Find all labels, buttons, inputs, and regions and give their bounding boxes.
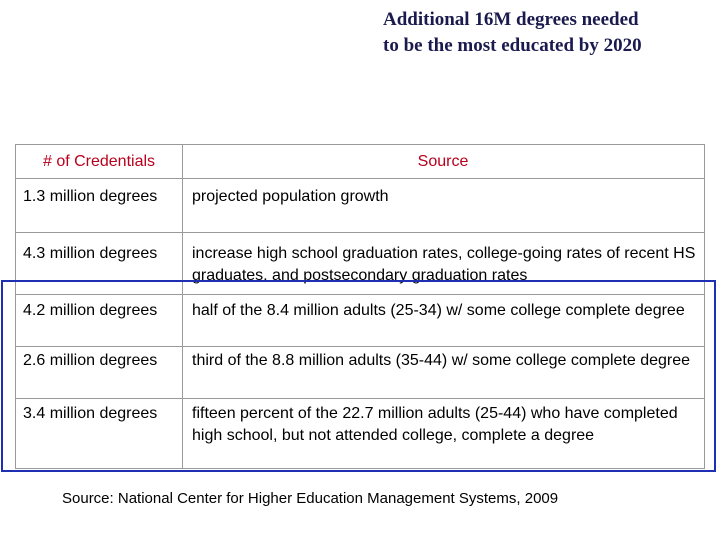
row-divider [16, 232, 704, 233]
row-1-source: projected population growth [192, 188, 389, 205]
row-4-source: third of the 8.8 million adults (35-44) … [192, 352, 691, 369]
slide-title: Additional 16M degrees needed to be the … [383, 7, 713, 59]
row-divider [16, 398, 704, 399]
highlight-box [1, 280, 716, 472]
title-line-2: to be the most educated by 2020 [383, 35, 642, 56]
row-3-source: half of the 8.4 million adults (25-34) w… [192, 302, 685, 319]
row-1-credentials: 1.3 million degrees [23, 188, 158, 205]
row-divider [16, 178, 704, 179]
row-5-credentials: 3.4 million degrees [23, 405, 158, 422]
column-divider [182, 145, 183, 468]
header-source: Source [417, 152, 469, 170]
row-5-source: fifteen percent of the 22.7 million adul… [192, 405, 678, 444]
source-footnote: Source: National Center for Higher Educa… [62, 490, 559, 507]
row-2-credentials: 4.3 million degrees [23, 245, 158, 262]
credentials-table: # of Credentials Source 1.3 million degr… [15, 144, 705, 469]
row-divider [16, 294, 704, 295]
row-4-credentials: 2.6 million degrees [23, 352, 158, 369]
title-line-1: Additional 16M degrees needed [383, 9, 639, 30]
row-3-credentials: 4.2 million degrees [23, 302, 158, 319]
row-2-source: increase high school graduation rates, c… [192, 245, 696, 284]
header-credentials: # of Credentials [42, 152, 156, 170]
row-divider [16, 346, 704, 347]
